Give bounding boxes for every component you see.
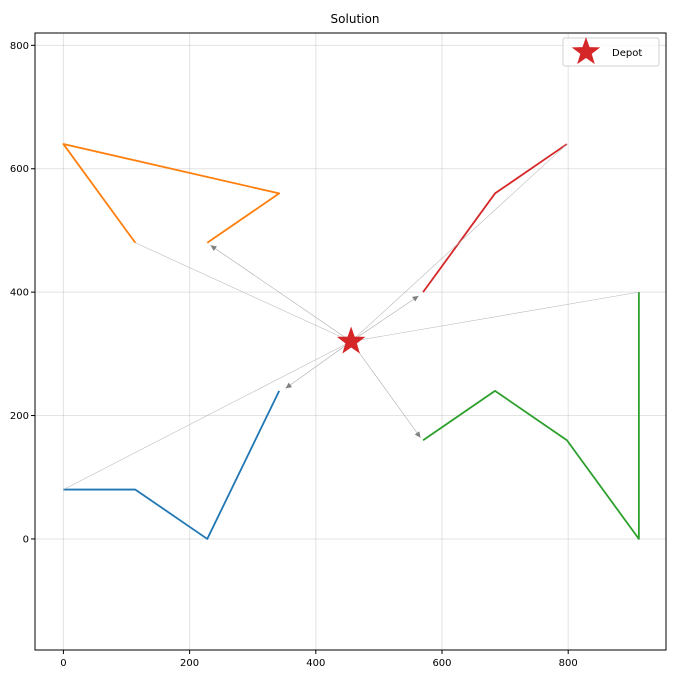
y-tick-label-400: 400	[10, 288, 29, 299]
y-tick-label-200: 200	[10, 411, 29, 422]
legend: Depot	[562, 37, 660, 67]
legend-box	[562, 37, 660, 67]
arrow-head-4	[412, 295, 419, 302]
axis-ticks: 0 200 400 600 800 0 200 400 600 800	[10, 41, 578, 669]
x-tick-label-600: 600	[432, 658, 451, 669]
arrow-shaft-2	[210, 245, 352, 342]
y-tick-label-800: 800	[10, 41, 29, 52]
x-tick-label-200: 200	[180, 658, 199, 669]
routes	[62, 143, 640, 540]
arrow-shaft-1	[285, 341, 352, 389]
depot-layer	[336, 326, 366, 354]
legend-depot-star-icon	[571, 37, 601, 65]
legend-label-depot: Depot	[612, 48, 642, 59]
plot-frame	[34, 32, 667, 651]
route-line-2	[62, 143, 281, 244]
route-line-3	[422, 292, 640, 540]
arrow-shaft-4	[350, 295, 419, 342]
x-tick-label-0: 0	[60, 658, 66, 669]
legend-star-shape	[571, 37, 601, 65]
depot-connector-4	[350, 143, 568, 342]
depot-connector-3	[351, 291, 639, 342]
x-tick-label-800: 800	[559, 658, 578, 669]
chart-title: Solution	[331, 12, 380, 26]
arrow-shaft-3	[350, 341, 421, 438]
grid	[35, 33, 666, 650]
depot-connectors	[63, 143, 639, 490]
depot-star-icon	[336, 326, 366, 354]
arrow-head-3	[414, 431, 421, 438]
depot-connector-2	[135, 242, 352, 342]
arrow-head-1	[285, 382, 293, 389]
x-tick-label-400: 400	[306, 658, 325, 669]
route-line-4	[422, 143, 568, 293]
route-line-1	[63, 390, 281, 540]
depot-arrows	[210, 245, 421, 438]
arrow-head-2	[210, 245, 217, 251]
y-tick-label-600: 600	[10, 164, 29, 175]
depot-connector-1	[63, 341, 352, 490]
y-tick-label-0: 0	[23, 534, 29, 545]
